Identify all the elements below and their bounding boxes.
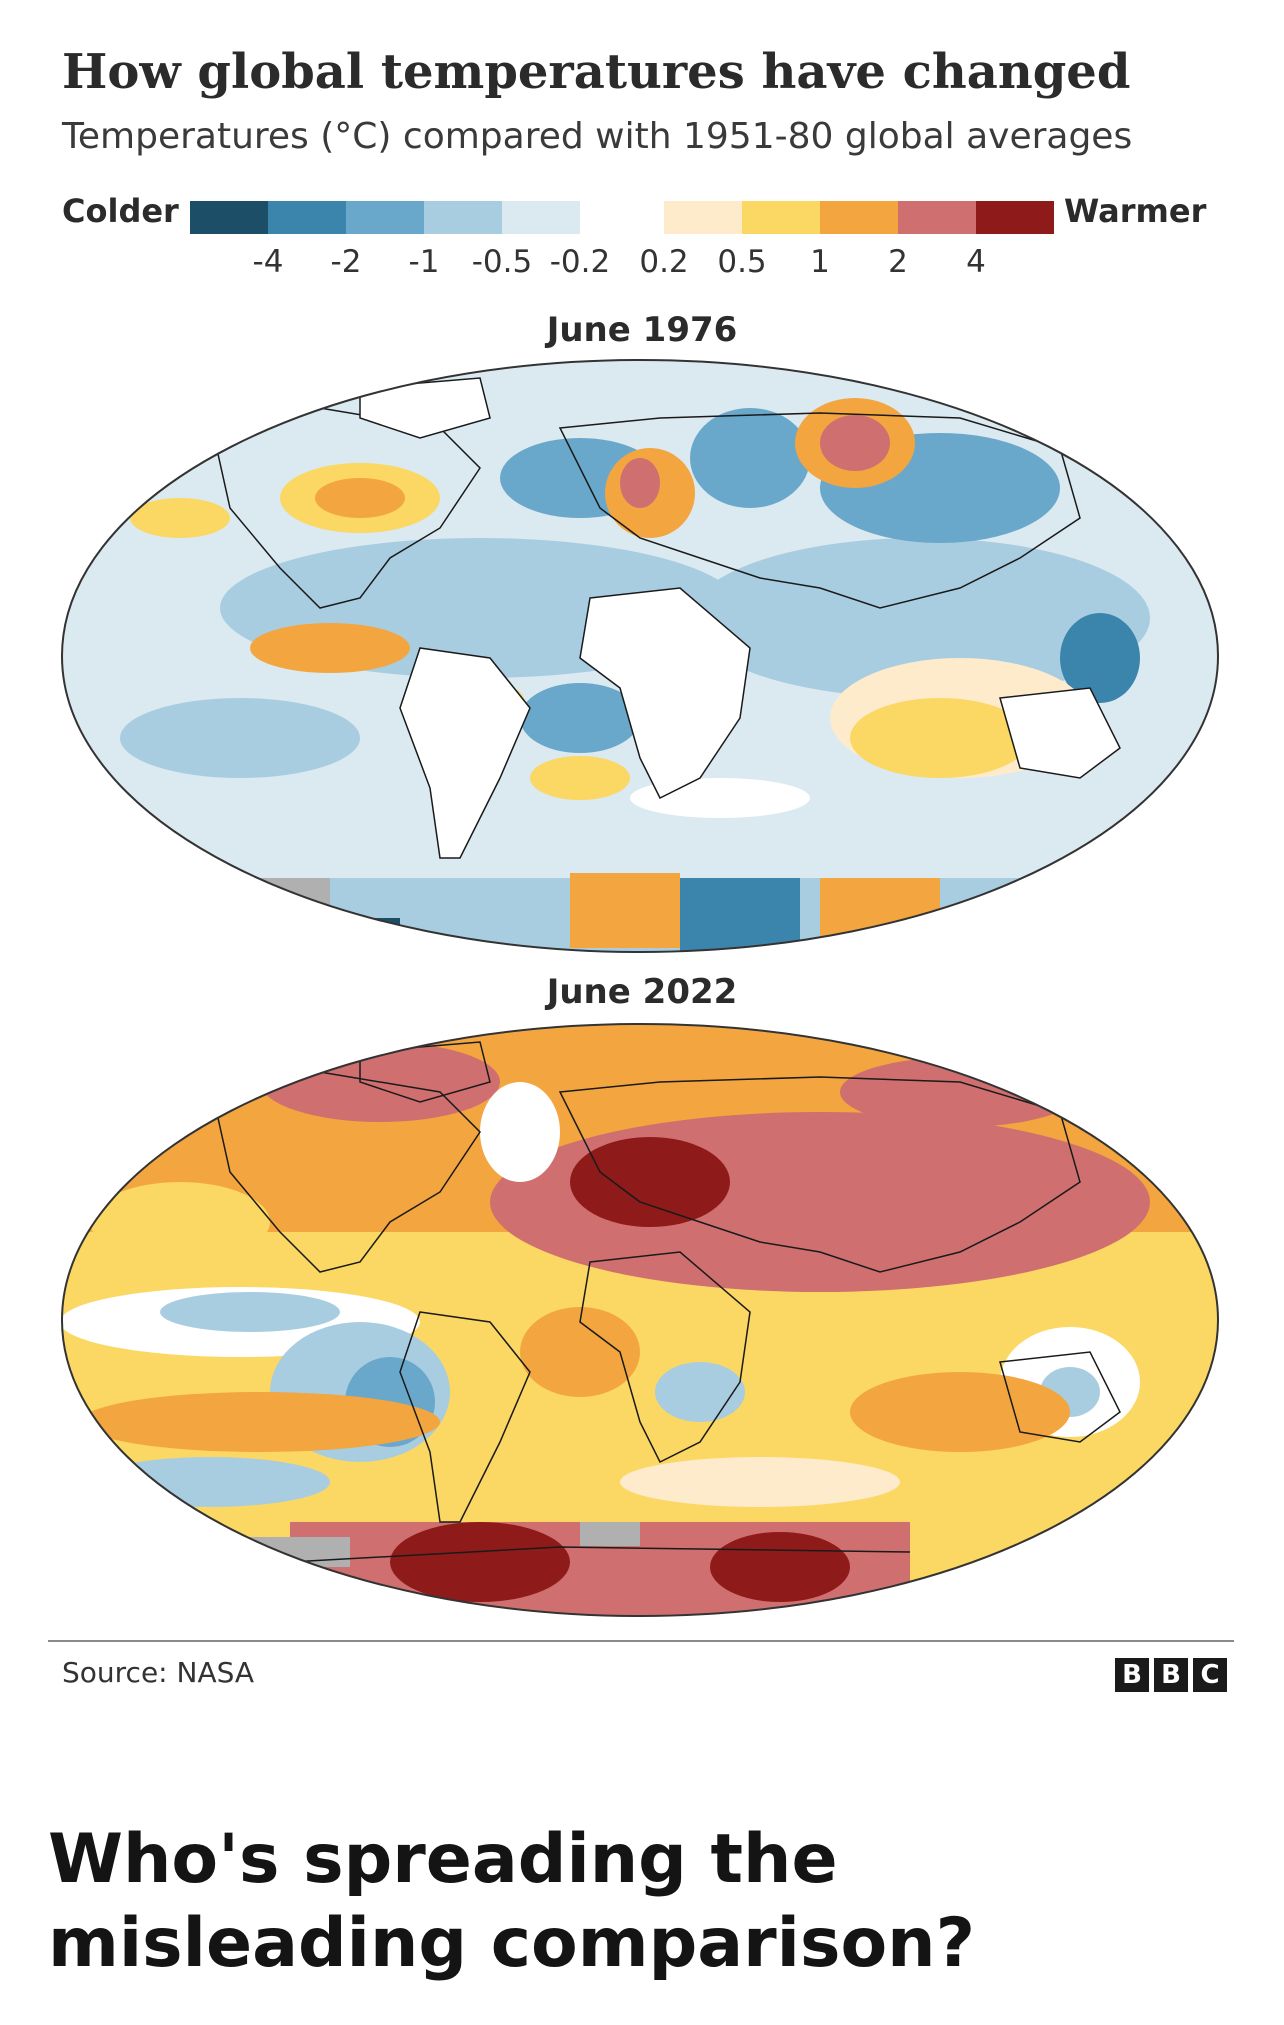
- legend-swatch-cold-3: [346, 201, 424, 234]
- map-1976-title: June 1976: [546, 310, 738, 350]
- legend-colder-label: Colder: [62, 192, 179, 230]
- bbc-logo-letter: C: [1193, 1658, 1227, 1692]
- map-2022: [61, 1023, 1219, 1617]
- legend-tick: 4: [966, 244, 986, 280]
- legend-swatch-cold-4: [424, 201, 502, 234]
- legend-tick: 1: [810, 244, 830, 280]
- legend-tick: 0.5: [717, 244, 767, 280]
- legend-swatch-cold-2: [268, 201, 346, 234]
- legend-swatch-warm-5: [976, 201, 1054, 234]
- footer-divider: [48, 1640, 1234, 1642]
- source-note: Source: NASA: [62, 1656, 255, 1689]
- map-1976: [61, 359, 1219, 953]
- legend-swatch-cold-1: [190, 201, 268, 234]
- bbc-logo: B B C: [1115, 1658, 1227, 1692]
- legend-tick: 2: [888, 244, 908, 280]
- legend-swatch-warm-1: [664, 201, 742, 234]
- chart-subtitle: Temperatures (°C) compared with 1951-80 …: [62, 116, 1133, 157]
- map-2022-title: June 2022: [546, 972, 738, 1012]
- legend-tick: -0.2: [549, 244, 611, 280]
- legend-warmer-label: Warmer: [1064, 192, 1207, 230]
- legend-swatch-cold-5: [502, 201, 580, 234]
- legend-swatch-warm-3: [820, 201, 898, 234]
- legend-tick: -0.5: [471, 244, 533, 280]
- bbc-logo-letter: B: [1115, 1658, 1149, 1692]
- legend-tick: -4: [252, 244, 284, 280]
- chart-title: How global temperatures have changed: [62, 44, 1131, 100]
- article-headline: Who's spreading the misleading compariso…: [48, 1820, 976, 1983]
- bbc-logo-letter: B: [1154, 1658, 1188, 1692]
- legend-swatch-warm-2: [742, 201, 820, 234]
- legend-tick: -2: [330, 244, 362, 280]
- legend-tick: 0.2: [639, 244, 689, 280]
- legend-tick: -1: [408, 244, 440, 280]
- legend-swatch-warm-4: [898, 201, 976, 234]
